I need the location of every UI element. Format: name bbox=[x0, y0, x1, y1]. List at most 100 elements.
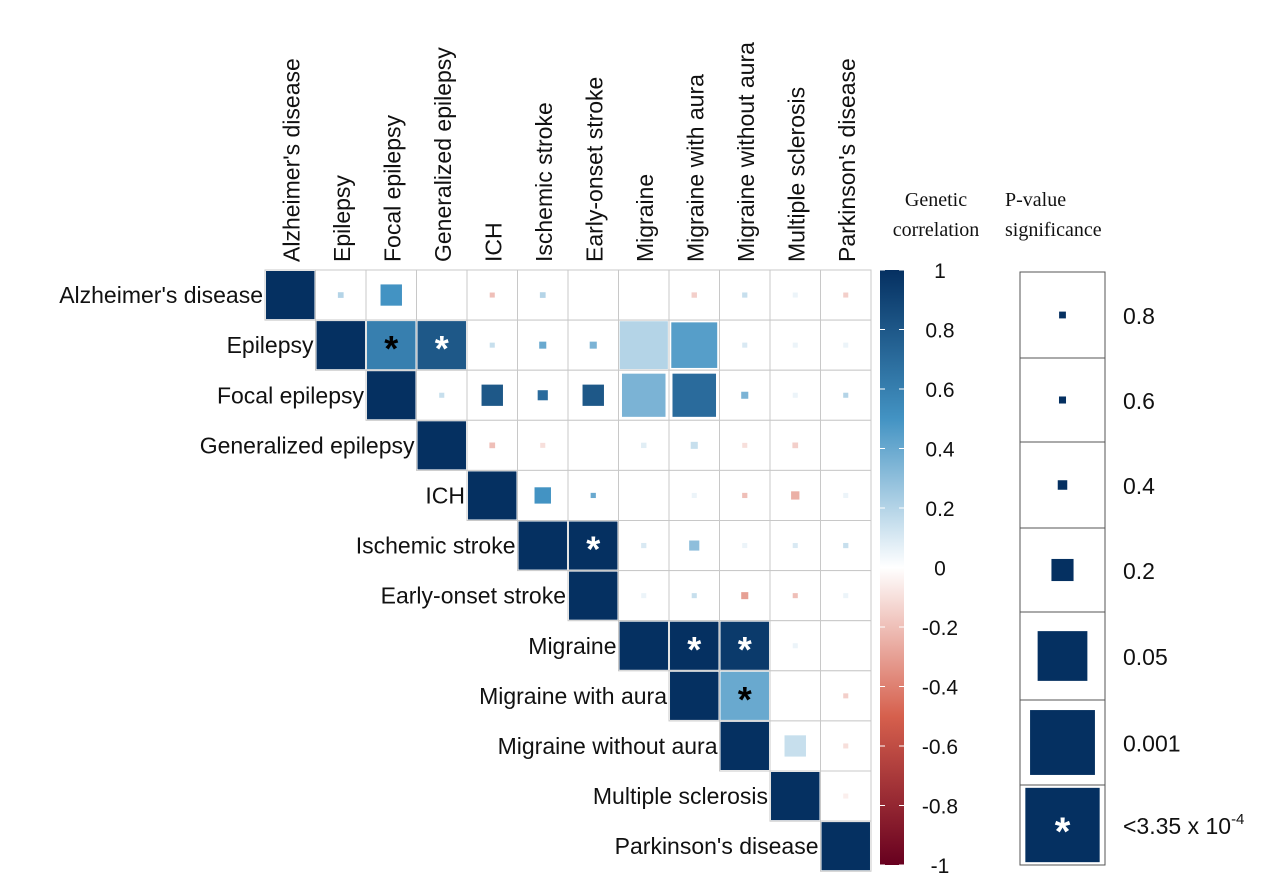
correlation-square bbox=[691, 292, 697, 298]
row-label-migraine-with-aura: Migraine with aura bbox=[479, 683, 667, 709]
row-label-early-onset-stroke: Early-onset stroke bbox=[381, 583, 566, 609]
column-label-migraine-without-aura: Migraine without aura bbox=[733, 42, 759, 262]
correlation-square bbox=[843, 492, 849, 498]
colorbar-tick-label: -0.6 bbox=[922, 736, 958, 759]
grid-cell bbox=[567, 269, 619, 321]
row-label-migraine-without-aura: Migraine without aura bbox=[498, 733, 718, 759]
colorbar-tick-label: -1 bbox=[931, 855, 950, 878]
correlation-square bbox=[792, 292, 798, 298]
grid-cell bbox=[769, 269, 821, 321]
correlation-square bbox=[821, 822, 870, 871]
correlation-square bbox=[534, 487, 551, 504]
size-legend-star: * bbox=[1055, 810, 1071, 854]
size-legend-frame bbox=[1019, 271, 1106, 866]
size-legend-label: 0.05 bbox=[1123, 644, 1168, 670]
correlation-square bbox=[792, 593, 798, 599]
colorbar-ticks: 1 0.8 0.6 0.4 0.2 0 -0.2 -0.4 -0.6 -0.8 -1 bbox=[880, 260, 958, 878]
correlation-square bbox=[720, 671, 769, 720]
correlation-square bbox=[843, 793, 849, 799]
size-legend-title-line2: significance bbox=[1005, 219, 1102, 241]
correlation-square bbox=[690, 441, 698, 449]
pvalue-size-legend: P-value significance 0.8 0.6 0.4 0.2 0.05 0.0… bbox=[1005, 189, 1244, 866]
colorbar-tick-label: 0.2 bbox=[925, 498, 954, 521]
colorbar-tick-label: 0 bbox=[934, 558, 946, 581]
column-label-multiple-sclerosis: Multiple sclerosis bbox=[783, 87, 809, 262]
correlation-square bbox=[843, 693, 849, 699]
correlation-square bbox=[691, 593, 697, 599]
correlation-square bbox=[843, 342, 849, 348]
significance-star: * bbox=[687, 629, 701, 670]
correlation-square bbox=[489, 442, 496, 449]
grid-cell bbox=[769, 670, 821, 722]
correlation-square bbox=[539, 341, 547, 349]
correlation-matrix: * * * * * * bbox=[264, 269, 872, 872]
grid-cell bbox=[618, 269, 670, 321]
size-legend-entries: 0.8 0.6 0.4 0.2 0.05 0.001 * <3.35 x 10-4 bbox=[1019, 271, 1244, 866]
correlation-square bbox=[742, 292, 748, 298]
size-legend-square bbox=[1057, 480, 1068, 490]
correlation-square bbox=[792, 442, 799, 449]
colorbar-title-line1: Genetic bbox=[905, 189, 967, 211]
size-legend-label: 0.8 bbox=[1123, 303, 1155, 329]
correlation-square bbox=[792, 392, 798, 398]
correlation-square bbox=[843, 392, 849, 398]
size-legend-square bbox=[1025, 787, 1100, 863]
correlation-square bbox=[670, 671, 719, 720]
correlation-square bbox=[481, 384, 503, 406]
row-label-ischemic-stroke: Ischemic stroke bbox=[356, 533, 516, 559]
size-legend-square bbox=[1058, 396, 1067, 404]
correlation-square bbox=[641, 542, 647, 549]
significance-star: * bbox=[586, 529, 600, 570]
column-label-ich: ICH bbox=[480, 222, 506, 262]
correlation-square bbox=[539, 292, 546, 298]
size-legend-square bbox=[1030, 710, 1095, 775]
correlation-square bbox=[316, 321, 365, 370]
colorbar-tick-label: 0.8 bbox=[925, 320, 954, 343]
row-label-epilepsy: Epilepsy bbox=[227, 332, 314, 358]
correlation-square bbox=[439, 392, 445, 398]
correlation-square bbox=[266, 271, 315, 320]
correlation-square bbox=[417, 421, 466, 470]
grid-cell bbox=[517, 469, 569, 521]
row-labels: Alzheimer's disease Epilepsy Focal epileps… bbox=[59, 282, 818, 859]
correlation-square bbox=[417, 321, 466, 370]
correlation-square bbox=[784, 735, 806, 757]
column-label-alzheimer-s-disease: Alzheimer's disease bbox=[278, 58, 304, 262]
correlation-square bbox=[367, 371, 416, 420]
size-legend-label: <3.35 x 10-4 bbox=[1123, 811, 1244, 839]
correlation-square bbox=[670, 621, 719, 670]
correlation-square bbox=[489, 292, 495, 298]
correlation-square bbox=[590, 492, 596, 499]
correlation-square bbox=[672, 373, 717, 417]
correlation-square bbox=[641, 593, 647, 599]
significance-star: * bbox=[738, 679, 752, 720]
size-legend-square bbox=[1059, 311, 1066, 319]
grid-cell bbox=[567, 419, 619, 471]
column-label-ischemic-stroke: Ischemic stroke bbox=[531, 102, 557, 262]
size-legend-title-line1: P-value bbox=[1005, 189, 1066, 211]
correlation-square bbox=[843, 292, 849, 298]
correlation-square bbox=[569, 521, 618, 570]
column-label-generalized-epilepsy: Generalized epilepsy bbox=[430, 47, 456, 262]
correlation-square bbox=[741, 592, 749, 600]
correlation-square bbox=[337, 292, 344, 298]
correlation-square bbox=[569, 571, 618, 620]
correlation-square bbox=[843, 542, 849, 549]
row-label-multiple-sclerosis: Multiple sclerosis bbox=[593, 783, 768, 809]
correlation-square bbox=[792, 543, 798, 549]
column-label-epilepsy: Epilepsy bbox=[329, 175, 355, 262]
correlation-square bbox=[367, 321, 416, 370]
row-label-focal-epilepsy: Focal epilepsy bbox=[217, 382, 365, 408]
row-label-parkinson-s-disease: Parkinson's disease bbox=[615, 833, 819, 859]
correlation-square bbox=[619, 321, 668, 370]
size-legend-label: 0.6 bbox=[1123, 388, 1155, 414]
correlation-square bbox=[720, 721, 769, 770]
correlation-square bbox=[537, 390, 548, 401]
grid-cell bbox=[820, 419, 872, 471]
correlation-square bbox=[792, 643, 798, 649]
significance-star: * bbox=[435, 328, 449, 369]
correlation-square bbox=[641, 442, 647, 449]
correlation-square bbox=[741, 391, 749, 399]
colorbar-tick-label: 0.6 bbox=[925, 379, 954, 402]
colorbar-title-line2: correlation bbox=[893, 219, 980, 241]
